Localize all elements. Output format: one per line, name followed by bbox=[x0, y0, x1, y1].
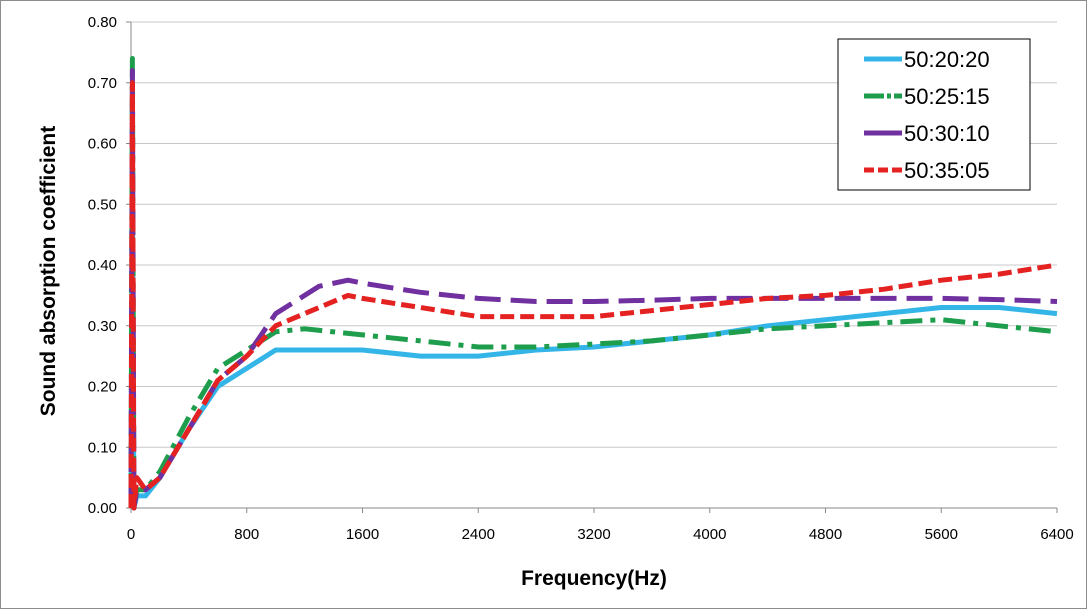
legend-label: 50:25:15 bbox=[904, 84, 990, 109]
y-tick-label: 0.20 bbox=[88, 379, 117, 396]
y-axis-title: Sound absorption coefficient bbox=[37, 126, 60, 417]
series-line-4 bbox=[128, 80, 1058, 511]
legend-label: 50:30:10 bbox=[904, 121, 990, 146]
y-tick-label: 0.50 bbox=[88, 196, 117, 213]
legend-box bbox=[837, 38, 1031, 191]
x-tick-label: 0 bbox=[127, 526, 135, 543]
y-tick-label: 0.10 bbox=[88, 439, 117, 456]
axes: 0.00 0.10 0.20 0.30 0.40 0.50 0.60 0.70 0.80 0 800… bbox=[88, 14, 1074, 543]
x-tick-label: 4800 bbox=[809, 526, 842, 543]
x-tick-label: 1600 bbox=[346, 526, 379, 543]
legend-label: 50:35:05 bbox=[904, 158, 990, 183]
x-tick-label: 6400 bbox=[1040, 526, 1073, 543]
y-tick-label: 0.70 bbox=[88, 75, 117, 92]
gridlines bbox=[131, 21, 1057, 448]
series-line-1 bbox=[128, 171, 1058, 511]
x-tick-label: 4000 bbox=[693, 526, 726, 543]
y-tick-label: 0.30 bbox=[88, 318, 117, 335]
x-tick-label: 3200 bbox=[577, 526, 610, 543]
legend: 50:20:20 50:25:15 50:30:10 50:35:05 bbox=[837, 38, 1031, 191]
series-line-3 bbox=[128, 68, 1058, 511]
y-tick-label: 0.80 bbox=[88, 14, 117, 31]
series-lines bbox=[128, 56, 1058, 511]
y-tick-label: 0.40 bbox=[88, 257, 117, 274]
x-tick-label: 2400 bbox=[462, 526, 495, 543]
x-axis-title: Frequency(Hz) bbox=[521, 567, 667, 590]
y-tick-label: 0.00 bbox=[88, 500, 117, 517]
x-tick-label: 5600 bbox=[925, 526, 958, 543]
x-tick-label: 800 bbox=[234, 526, 259, 543]
y-tick-label: 0.60 bbox=[88, 136, 117, 153]
legend-label: 50:20:20 bbox=[904, 47, 990, 72]
